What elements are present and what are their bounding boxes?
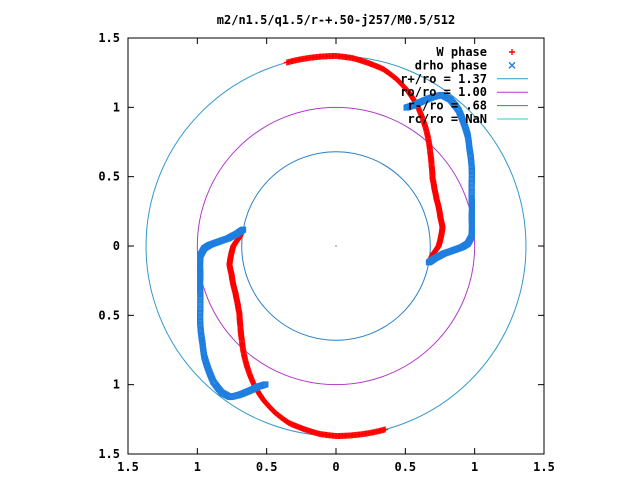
y-tick-label: 1 — [113, 378, 120, 392]
w-phase-point — [382, 426, 389, 433]
x-tick-label: 1 — [194, 460, 201, 474]
x-tick-label: 1 — [471, 460, 478, 474]
legend-marker-plus — [509, 49, 515, 55]
x-tick-label: 0.5 — [256, 460, 278, 474]
legend-label: ro/ro = 1.00 — [400, 85, 487, 99]
legend-marker-x — [508, 61, 516, 69]
origin-point — [335, 245, 337, 247]
y-tick-label: 0.5 — [98, 170, 120, 184]
x-tick-label: 0 — [332, 460, 339, 474]
legend-label: W phase — [436, 45, 487, 59]
legend-label: r-/ro = .68 — [408, 99, 487, 113]
drho-phase-point — [403, 104, 410, 111]
y-tick-label: 1 — [113, 100, 120, 114]
x-tick-label: 1.5 — [533, 460, 555, 474]
y-tick-label: 0 — [113, 239, 120, 253]
legend-label: drho phase — [415, 58, 487, 72]
y-tick-label: 1.5 — [98, 447, 120, 461]
data-series — [197, 53, 475, 439]
legend-label: r+/ro = 1.37 — [400, 72, 487, 86]
series-drho-phase — [197, 91, 475, 401]
circle-2 — [241, 151, 431, 341]
series-w-phase — [226, 53, 446, 439]
circle-1 — [196, 106, 476, 386]
y-tick-label: 0.5 — [98, 308, 120, 322]
chart-title: m2/n1.5/q1.5/r-+.50-j257/M0.5/512 — [217, 13, 455, 27]
x-tick-label: 1.5 — [117, 460, 139, 474]
legend-label: rc/ro = NaN — [408, 112, 487, 126]
drho-phase-point — [262, 381, 269, 388]
x-tick-label: 0.5 — [394, 460, 416, 474]
w-phase-point — [283, 59, 290, 66]
y-tick-label: 1.5 — [98, 31, 120, 45]
